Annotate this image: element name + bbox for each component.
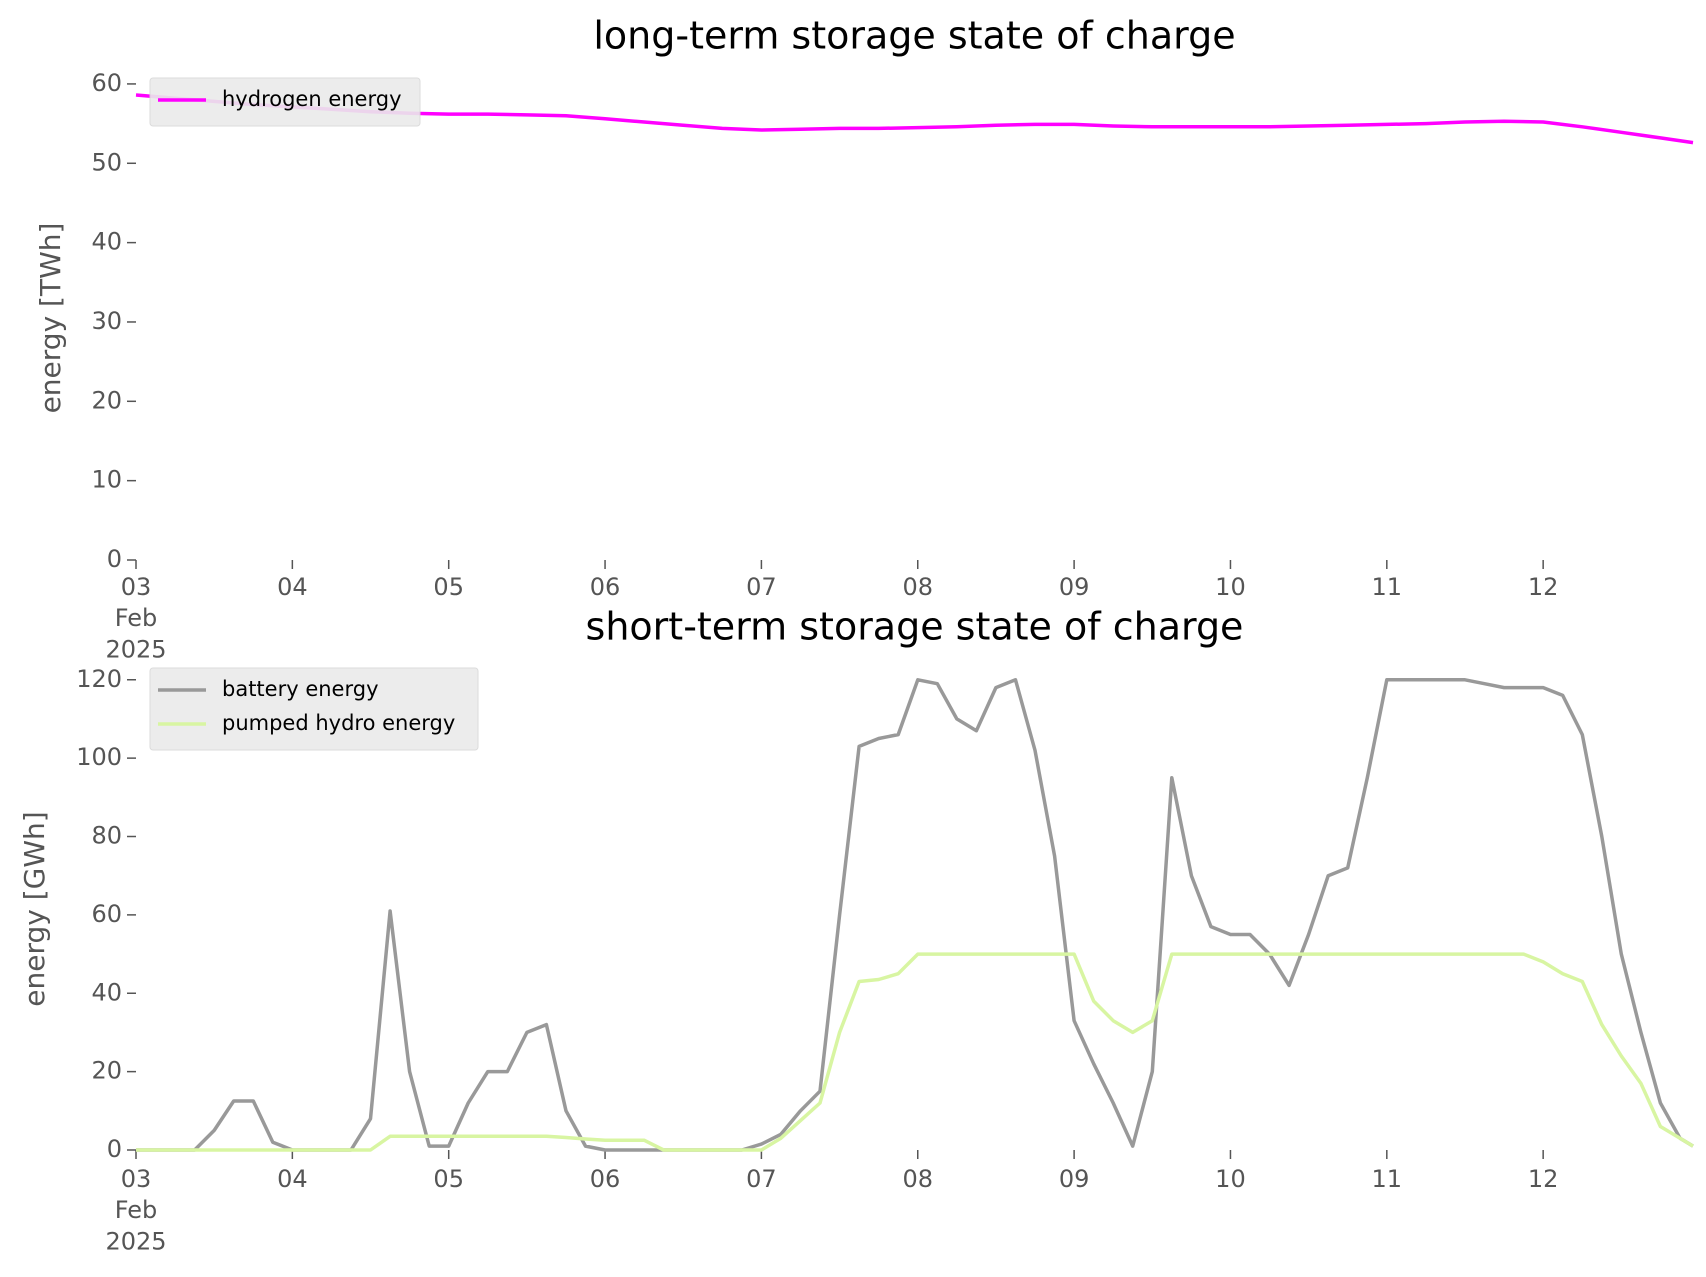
x-tick-label: 04 xyxy=(277,573,308,601)
x-tick-label: 08 xyxy=(902,573,933,601)
x-tick-label: 06 xyxy=(590,1165,621,1193)
y-tick-label: 60 xyxy=(91,69,122,97)
legend-label: pumped hydro energy xyxy=(222,711,455,735)
x-tick-label: 12 xyxy=(1528,1165,1559,1193)
y-tick-label: 80 xyxy=(91,822,122,850)
x-tick-label: 05 xyxy=(433,1165,464,1193)
y-tick-label: 0 xyxy=(107,545,122,573)
x-tick-label: 12 xyxy=(1528,573,1559,601)
x-tick-label: 10 xyxy=(1215,573,1246,601)
x-tick-label: 06 xyxy=(590,573,621,601)
y-tick-label: 20 xyxy=(91,386,122,414)
legend-box xyxy=(149,667,479,751)
y-axis-label: energy [GWh] xyxy=(18,811,51,1006)
series-line xyxy=(136,678,1694,1152)
y-axis-label: energy [TWh] xyxy=(34,223,67,414)
y-tick-label: 0 xyxy=(107,1135,122,1163)
x-tick-label: 08 xyxy=(902,1165,933,1193)
y-tick-label: 40 xyxy=(91,978,122,1006)
y-tick-label: 100 xyxy=(76,743,122,771)
y-tick-label: 20 xyxy=(91,1057,122,1085)
y-tick-label: 30 xyxy=(91,307,122,335)
chart-title: short-term storage state of charge xyxy=(586,605,1244,649)
x-tick-label: 03 Feb 2025 xyxy=(105,1165,166,1255)
y-tick-label: 40 xyxy=(91,228,122,256)
x-tick-label: 11 xyxy=(1372,1165,1403,1193)
series-line xyxy=(136,952,1694,1152)
legend-box xyxy=(149,77,421,127)
x-tick-label: 03 Feb 2025 xyxy=(105,573,166,663)
x-tick-label: 04 xyxy=(277,1165,308,1193)
y-tick-label: 50 xyxy=(91,148,122,176)
x-tick-label: 07 xyxy=(746,1165,777,1193)
y-tick-label: 10 xyxy=(91,466,122,494)
x-tick-label: 05 xyxy=(433,573,464,601)
legend-label: hydrogen energy xyxy=(222,87,402,111)
x-tick-label: 10 xyxy=(1215,1165,1246,1193)
y-tick-label: 120 xyxy=(76,665,122,693)
legend-label: battery energy xyxy=(222,677,379,701)
y-tick-label: 60 xyxy=(91,900,122,928)
x-tick-label: 07 xyxy=(746,573,777,601)
chart-title: long-term storage state of charge xyxy=(593,14,1235,58)
x-tick-label: 09 xyxy=(1059,1165,1090,1193)
x-tick-label: 09 xyxy=(1059,573,1090,601)
x-tick-label: 11 xyxy=(1372,573,1403,601)
